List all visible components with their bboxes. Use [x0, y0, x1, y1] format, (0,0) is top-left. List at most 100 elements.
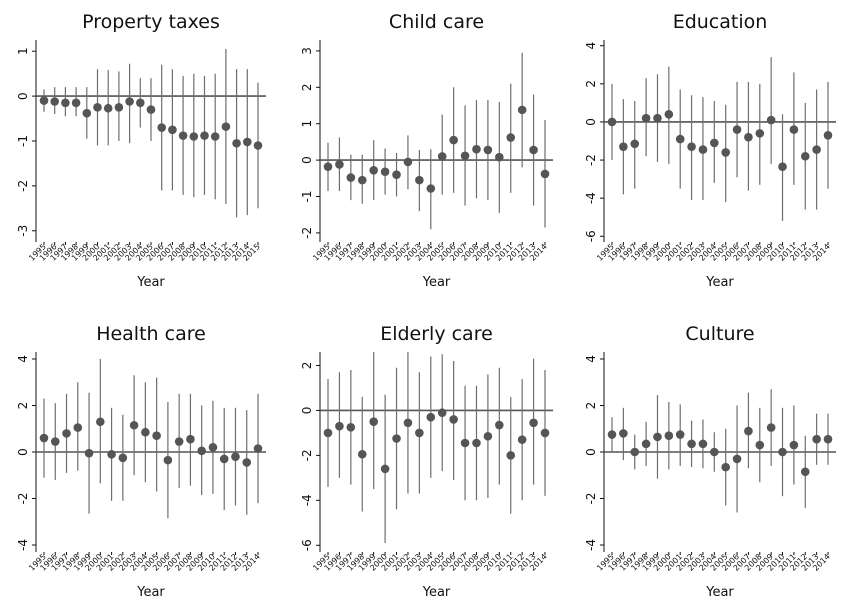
point-estimate — [380, 167, 390, 177]
point-estimate — [812, 434, 821, 444]
point-estimate — [460, 151, 470, 161]
point-estimate — [800, 467, 810, 477]
y-tick-label: -2 — [16, 493, 30, 505]
point-estimate — [129, 420, 139, 430]
point-estimate — [125, 97, 134, 106]
point-estimate — [426, 184, 436, 193]
point-estimate — [732, 454, 742, 464]
point-estimate — [335, 160, 344, 169]
point-estimate — [529, 418, 538, 428]
point-estimate — [812, 145, 821, 154]
point-estimate — [529, 145, 538, 155]
point-estimate — [778, 162, 787, 172]
point-estimate — [168, 125, 177, 135]
point-estimate — [721, 148, 730, 157]
point-estimate — [506, 451, 516, 460]
point-estimate — [189, 132, 199, 141]
point-estimate — [641, 439, 651, 449]
point-estimate — [197, 446, 206, 456]
point-estimate — [540, 428, 550, 438]
point-estimate — [50, 437, 60, 446]
point-estimate — [641, 113, 651, 123]
y-tick-label: 0 — [300, 407, 314, 415]
y-tick-label: -4 — [16, 539, 30, 551]
y-tick-label: -2 — [300, 449, 314, 461]
point-estimate — [664, 431, 674, 441]
point-estimate — [163, 455, 173, 465]
point-estimate — [380, 464, 390, 474]
panel-title: Child care — [389, 11, 484, 33]
point-estimate — [403, 157, 413, 167]
point-estimate — [200, 131, 209, 140]
point-estimate — [517, 435, 527, 444]
y-tick-label: 4 — [16, 355, 30, 363]
panel-title: Health care — [96, 323, 206, 345]
point-estimate — [675, 134, 685, 144]
point-estimate — [157, 123, 166, 132]
point-estimate — [789, 440, 799, 450]
point-estimate — [607, 117, 617, 127]
point-estimate — [744, 426, 753, 436]
point-estimate — [323, 162, 333, 171]
y-tick-label: 1 — [16, 47, 30, 55]
y-tick-label: -6 — [584, 230, 598, 242]
point-estimate — [732, 125, 742, 134]
point-estimate — [517, 105, 527, 115]
point-estimate — [392, 170, 401, 179]
point-estimate — [449, 415, 458, 424]
x-axis-label: Year — [136, 585, 165, 598]
y-tick-label: 4 — [584, 42, 598, 50]
point-estimate — [84, 448, 94, 458]
point-estimate — [472, 438, 481, 448]
point-estimate — [619, 429, 628, 438]
panel-6: Culture420-2-419951996199719981999200020… — [584, 323, 836, 598]
y-tick-label: 2 — [584, 402, 598, 410]
point-estimate — [323, 428, 333, 438]
x-axis-label: Year — [422, 585, 451, 598]
point-estimate — [136, 98, 145, 108]
y-tick-label: -3 — [16, 225, 30, 237]
point-estimate — [178, 131, 188, 140]
point-estimate — [221, 122, 231, 131]
point-estimate — [653, 113, 662, 123]
y-tick-label: 2 — [584, 80, 598, 88]
y-tick-label: 2 — [16, 402, 30, 410]
point-estimate — [103, 103, 113, 113]
point-estimate — [243, 137, 252, 147]
point-estimate — [619, 142, 628, 152]
point-estimate — [653, 432, 662, 442]
x-axis-label: Year — [136, 275, 165, 290]
y-tick-label: 0 — [16, 448, 30, 456]
y-tick-label: -1 — [300, 191, 314, 203]
point-estimate — [93, 103, 102, 112]
point-estimate — [186, 434, 195, 444]
point-estimate — [687, 439, 696, 449]
point-estimate — [61, 98, 70, 108]
point-estimate — [710, 447, 719, 457]
point-estimate — [118, 453, 128, 463]
point-estimate — [449, 135, 458, 145]
y-tick-label: 0 — [16, 92, 30, 100]
point-estimate — [242, 458, 252, 467]
point-estimate — [823, 434, 833, 444]
point-estimate — [698, 439, 708, 449]
y-tick-label: 3 — [300, 47, 314, 55]
y-tick-label: -4 — [584, 192, 598, 204]
point-estimate — [357, 175, 367, 185]
panel-1: Property taxes10-1-2-3199519961997199819… — [16, 11, 266, 290]
point-estimate — [415, 428, 424, 438]
point-estimate — [253, 141, 263, 150]
point-estimate — [437, 408, 447, 417]
point-estimate — [114, 103, 124, 112]
point-estimate — [232, 138, 241, 148]
x-axis-label: Year — [422, 275, 451, 290]
point-estimate — [174, 437, 184, 446]
point-estimate — [778, 447, 787, 457]
point-estimate — [253, 444, 263, 453]
point-estimate — [483, 145, 493, 155]
point-estimate — [62, 429, 71, 438]
y-tick-label: -4 — [300, 494, 314, 506]
y-tick-label: 0 — [300, 156, 314, 164]
point-estimate — [744, 132, 753, 142]
